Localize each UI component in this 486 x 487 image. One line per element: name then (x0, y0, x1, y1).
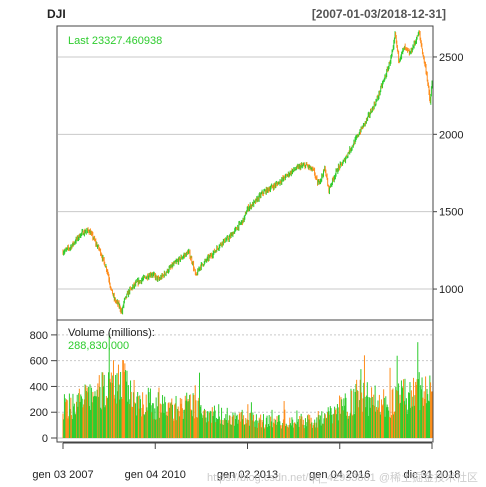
x-tick-label: dic 31 2018 (404, 469, 461, 481)
last-value-label: Last 23327.460938 (68, 35, 162, 47)
price-tick-label: 1500 (439, 207, 463, 219)
volume-tick-label: 600 (30, 356, 48, 368)
volume-tick-label: 200 (30, 407, 48, 419)
chart-title: DJI (47, 7, 66, 21)
volume-value-label: 288,830,000 (68, 340, 129, 352)
volume-axis: 0 200 400 600 800 (30, 330, 57, 445)
x-tick-label: gen 03 2007 (32, 469, 93, 481)
x-axis: gen 03 2007 gen 04 2010 gen 02 2013 gen 04 … (32, 442, 461, 481)
x-tick-label: gen 02 2013 (217, 469, 278, 481)
price-tick-label: 2500 (439, 52, 463, 64)
price-series (62, 30, 433, 315)
watermark: https://blog.csdn.net/qq_42933861 @稀土掘金技… (207, 470, 478, 484)
price-panel (56, 25, 434, 321)
volume-label: Volume (millions): (68, 327, 155, 339)
x-tick-label: gen 04 2016 (309, 469, 370, 481)
volume-tick-label: 800 (30, 330, 48, 342)
price-tick-label: 1000 (439, 284, 463, 296)
volume-tick-label: 400 (30, 381, 48, 393)
volume-bars (62, 332, 433, 438)
date-range: [2007-01-03/2018-12-31] (312, 7, 446, 21)
price-grid (58, 56, 432, 290)
price-tick-label: 2000 (439, 129, 463, 141)
volume-tick-label: 0 (42, 433, 48, 445)
x-tick-label: gen 04 2010 (125, 469, 186, 481)
price-axis: 1000 1500 2000 2500 (433, 52, 463, 296)
